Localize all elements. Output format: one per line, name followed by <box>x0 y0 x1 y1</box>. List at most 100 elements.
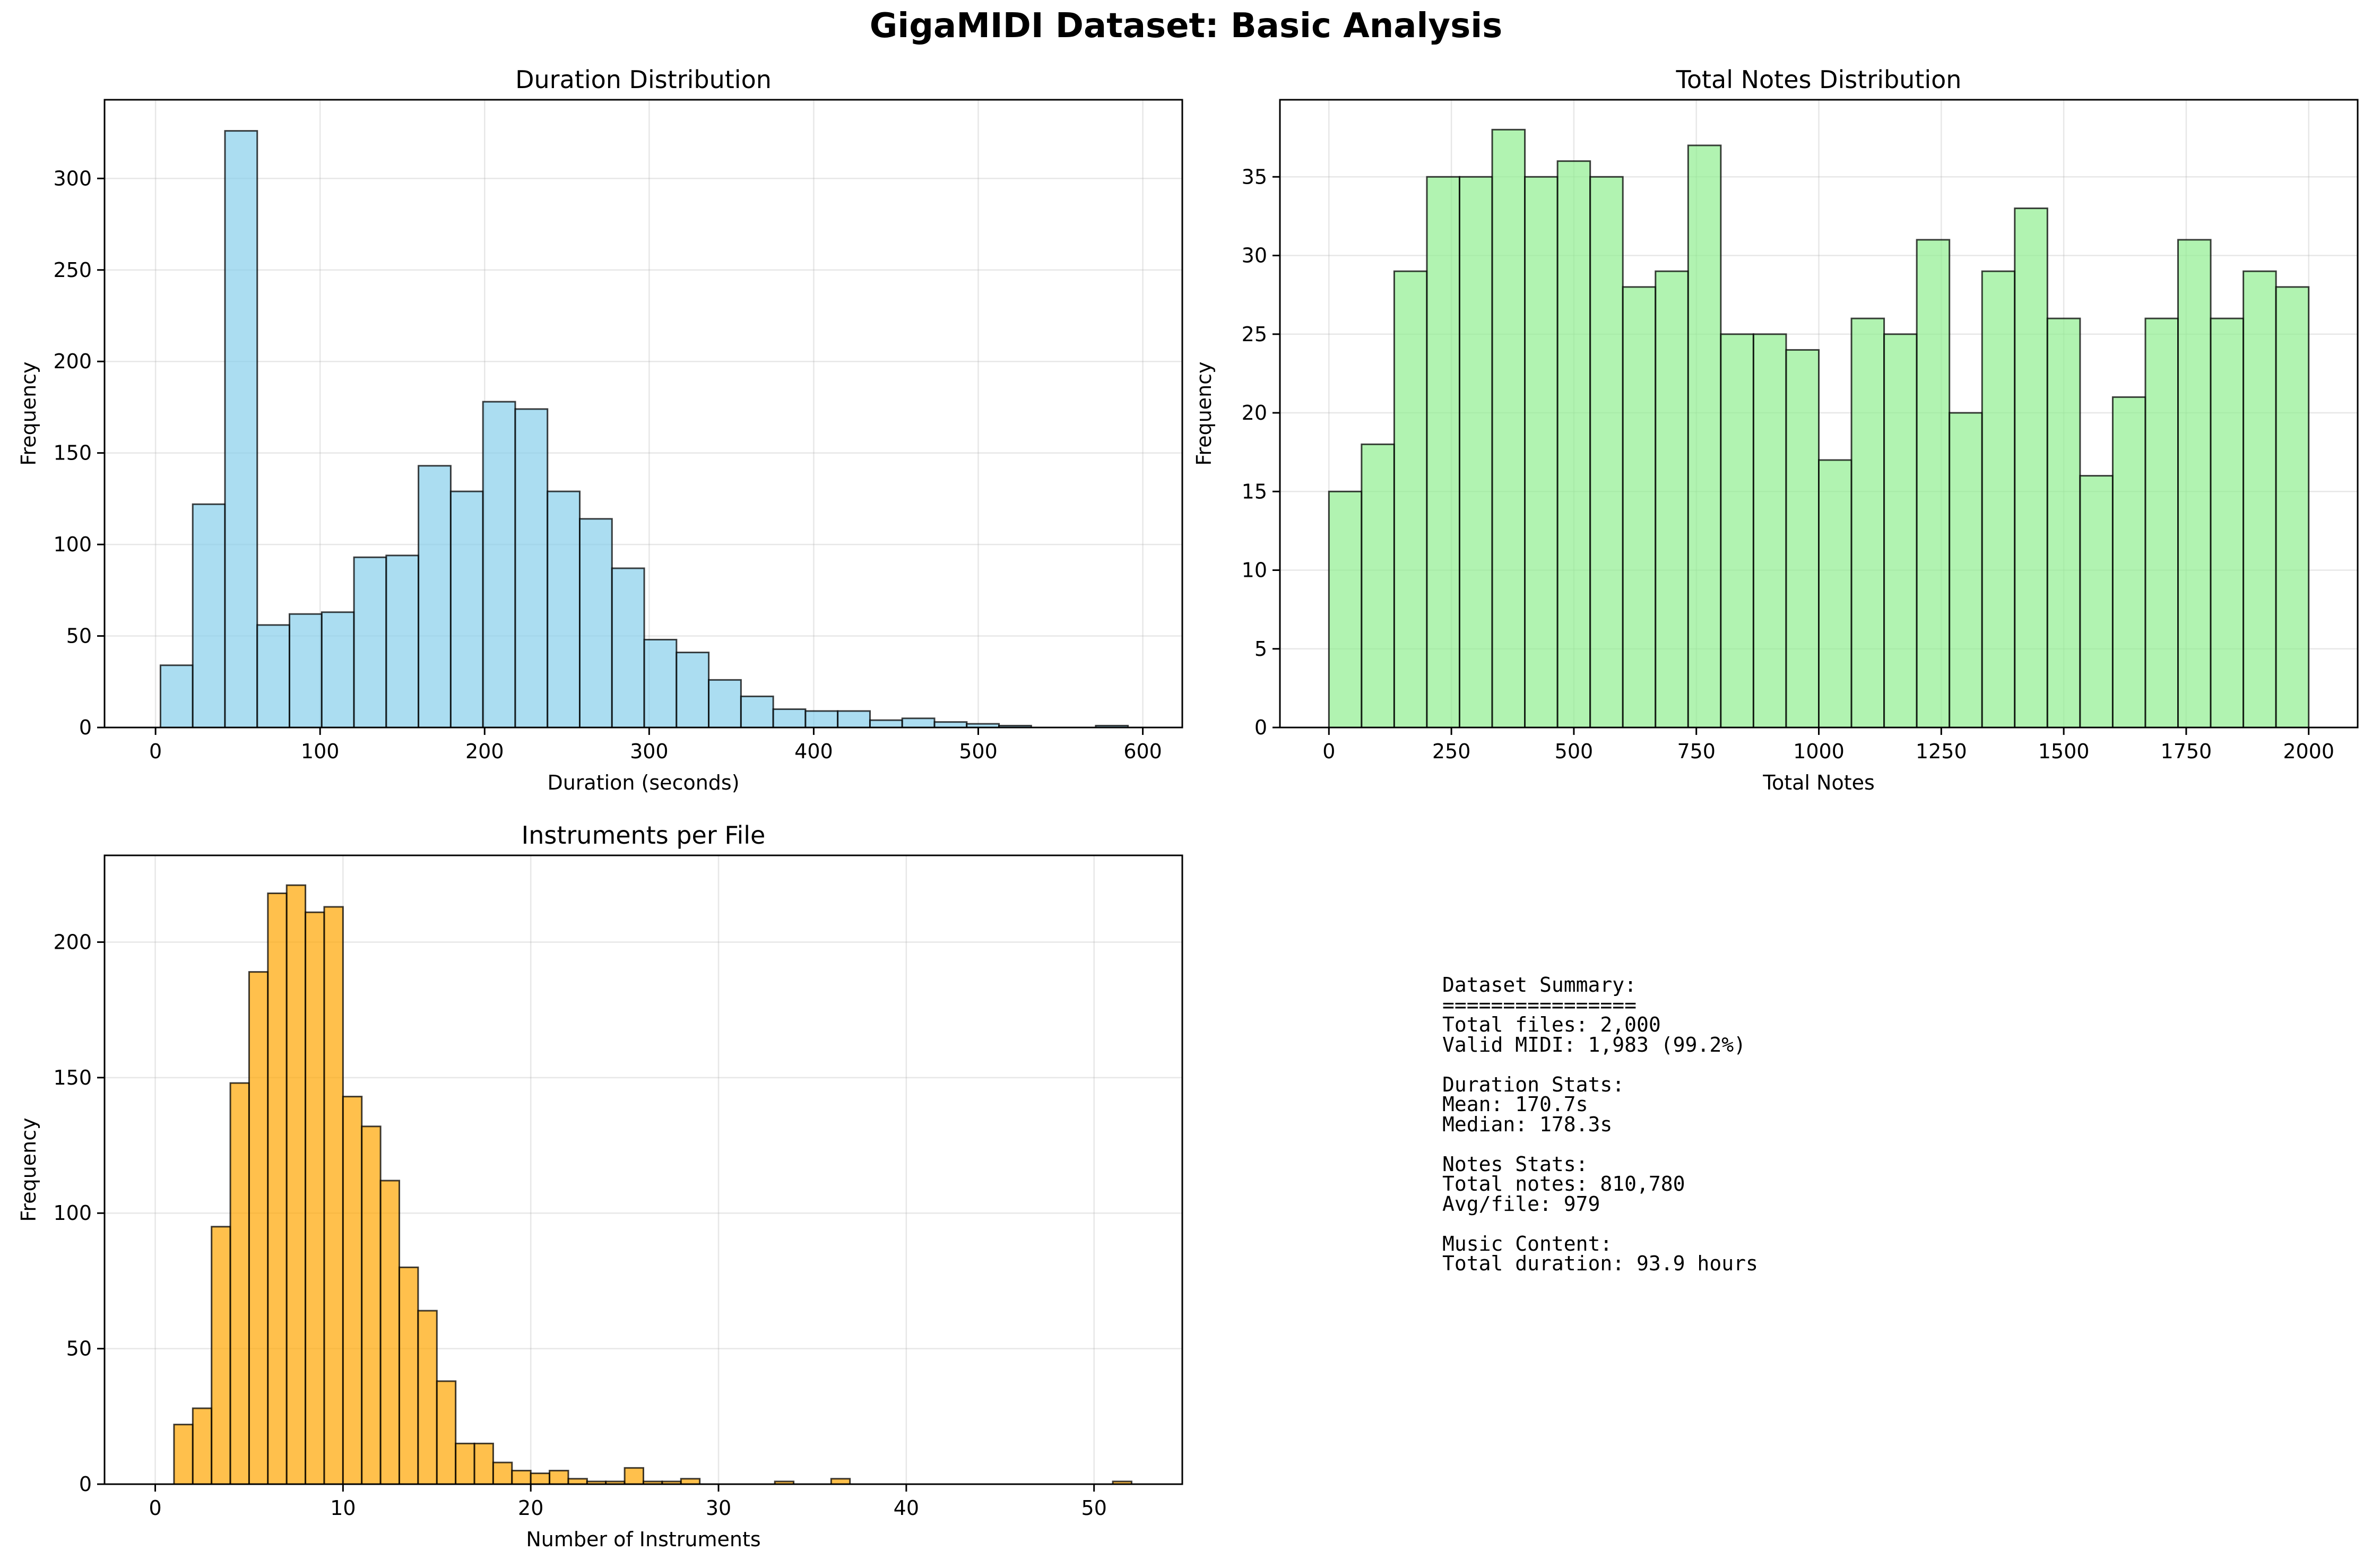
y-axis-label: Frequency <box>17 1117 40 1222</box>
x-tick-label: 1750 <box>2161 740 2212 763</box>
summary-line: Notes Stats: <box>1442 1152 1588 1176</box>
summary-line: Valid MIDI: 1,983 (99.2%) <box>1442 1033 1746 1056</box>
x-tick-label: 100 <box>301 740 340 763</box>
y-tick-label: 10 <box>1242 559 1267 582</box>
histogram-bar <box>224 130 258 729</box>
histogram-bar <box>2144 317 2179 729</box>
histogram-bar <box>530 1472 551 1485</box>
histogram-bar <box>1622 286 1657 729</box>
histogram-bar <box>611 567 645 729</box>
histogram-bar <box>1850 317 1885 729</box>
x-tick-label: 1250 <box>1916 740 1967 763</box>
histogram-bar <box>567 1478 588 1485</box>
x-axis-label: Total Notes <box>1762 771 1875 794</box>
y-tick-label: 0 <box>1254 716 1267 739</box>
y-tick-label: 30 <box>1242 244 1267 267</box>
y-tick-label: 0 <box>79 1472 92 1496</box>
histogram-bar <box>549 1469 569 1485</box>
histogram-bar <box>418 465 452 729</box>
axes-frame <box>103 99 1183 729</box>
histogram-bar <box>1589 176 1624 729</box>
x-tick-label: 300 <box>630 740 669 763</box>
histogram-bar <box>1328 490 1363 729</box>
histogram-bar <box>1785 349 1820 729</box>
y-tick-label: 50 <box>66 625 92 648</box>
x-tick-label: 30 <box>706 1496 731 1520</box>
histogram-bar <box>192 1407 213 1485</box>
x-axis-label: Number of Instruments <box>526 1528 760 1551</box>
histogram-bar <box>740 695 774 729</box>
y-tick-label: 150 <box>53 1066 92 1089</box>
histogram-bar <box>2243 270 2277 729</box>
histogram-bar <box>1687 144 1722 729</box>
summary-line: Dataset Summary: <box>1442 973 1637 997</box>
y-tick-label: 35 <box>1242 165 1267 188</box>
histogram-bar <box>455 1442 475 1485</box>
histogram-bar <box>229 1082 250 1485</box>
histogram-bar <box>680 1478 701 1485</box>
x-tick-label: 40 <box>894 1496 919 1520</box>
summary-line: Music Content: <box>1442 1232 1613 1255</box>
histogram-bar <box>417 1310 438 1485</box>
y-tick-label: 5 <box>1254 637 1267 661</box>
histogram-bar <box>323 906 344 1485</box>
y-tick-label: 150 <box>53 441 92 465</box>
y-tick-label: 25 <box>1242 323 1267 346</box>
summary-line <box>1442 1134 1920 1155</box>
histogram-bar <box>2046 317 2081 729</box>
summary-line: ================ <box>1442 993 1637 1017</box>
chart-title: Instruments per File <box>522 821 766 850</box>
histogram-bar <box>2210 317 2245 729</box>
x-tick-label: 400 <box>794 740 833 763</box>
histogram-bar <box>2014 207 2048 729</box>
y-tick-label: 20 <box>1242 401 1267 425</box>
histogram-bar <box>1459 176 1493 729</box>
histogram-bar <box>492 1461 513 1485</box>
x-tick-label: 600 <box>1123 740 1162 763</box>
histogram-bar <box>285 884 307 1485</box>
histogram-bar <box>2275 286 2310 729</box>
x-tick-label: 750 <box>1677 740 1716 763</box>
x-tick-label: 50 <box>1081 1496 1107 1520</box>
summary-line: Avg/file: 979 <box>1442 1192 1600 1216</box>
summary-line: Median: 178.3s <box>1442 1112 1613 1136</box>
y-tick-label: 100 <box>53 1201 92 1225</box>
y-tick-label: 50 <box>66 1337 92 1361</box>
y-tick-label: 200 <box>53 350 92 373</box>
summary-line: Total files: 2,000 <box>1442 1013 1661 1036</box>
dataset-summary: Dataset Summary: ================ Total fi… <box>1442 975 1920 1274</box>
histogram-bar <box>624 1467 644 1485</box>
summary-line: Total duration: 93.9 hours <box>1442 1252 1758 1275</box>
x-tick-label: 0 <box>1322 740 1335 763</box>
x-tick-label: 500 <box>1555 740 1594 763</box>
y-axis-label: Frequency <box>1192 361 1216 465</box>
y-axis-label: Frequency <box>17 361 40 465</box>
histogram-bar <box>385 555 420 729</box>
histogram-bar <box>267 893 288 1485</box>
histogram-bar <box>2177 239 2212 729</box>
y-tick-label: 15 <box>1242 480 1267 503</box>
histogram-bar <box>1981 270 2016 729</box>
histogram-bar <box>342 1096 363 1485</box>
histogram-bar <box>1752 333 1787 729</box>
x-tick-label: 0 <box>149 1496 161 1520</box>
histogram-bar <box>379 1180 401 1485</box>
histogram-bar <box>436 1380 457 1485</box>
chart-title: Duration Distribution <box>515 65 772 94</box>
y-tick-label: 0 <box>79 716 92 739</box>
x-tick-label: 0 <box>149 740 162 763</box>
histogram-bar <box>804 710 839 729</box>
summary-line: Total notes: 810,780 <box>1442 1172 1685 1196</box>
summary-line <box>1442 1055 1920 1075</box>
x-axis-label: Duration (seconds) <box>547 771 739 794</box>
histogram-bar <box>830 1478 851 1485</box>
x-tick-label: 1000 <box>1793 740 1845 763</box>
histogram-bar <box>1524 176 1559 729</box>
histogram-bar <box>473 1442 494 1485</box>
histogram-bar <box>361 1125 382 1485</box>
figure-title: GigaMIDI Dataset: Basic Analysis <box>869 6 1503 46</box>
summary-line: Duration Stats: <box>1442 1072 1625 1096</box>
